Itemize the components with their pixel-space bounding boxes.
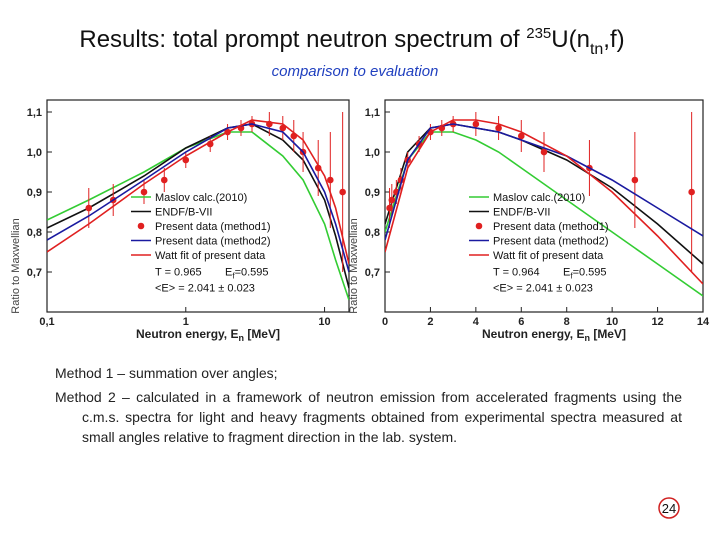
x-tick-label: 2 (427, 316, 433, 328)
x-axis-label: Neutron energy, En [MeV] (136, 327, 280, 343)
data-point (279, 124, 287, 132)
y-tick-label: 1,0 (365, 147, 380, 159)
x-tick-label: 12 (651, 316, 663, 328)
legend-label: ENDF/B-VII (493, 207, 550, 219)
y-tick-label: 0,9 (365, 187, 380, 199)
x-tick-label: 14 (697, 316, 710, 328)
x-label-subscript: n (238, 333, 244, 343)
slide-graphics: Results: total prompt neutron spectrum o… (10, 25, 710, 343)
x-tick-label: 10 (606, 316, 618, 328)
curve (385, 119, 703, 285)
legend-label: Watt fit of present data (493, 250, 604, 262)
annotation-text: =0.595 (573, 267, 607, 279)
slide-subtitle: comparison to evaluation (272, 63, 439, 80)
legend-label: Maslov calc.(2010) (493, 192, 585, 204)
data-point (314, 164, 322, 172)
y-axis-label: Ratio to Maxwellian (10, 218, 22, 313)
legend-label: Present data (method2) (493, 236, 609, 248)
data-point (85, 204, 93, 212)
title-subscript: tn (590, 41, 603, 58)
data-point (388, 196, 396, 204)
curve (385, 123, 703, 241)
chart: 0,7 0,8 0,9 1,0 1,1 0 2 4 6 8 10 12 14 Neutron energy… (348, 99, 710, 343)
y-tick-label: 0,7 (27, 267, 42, 279)
annotation: Ef=0.595 (225, 267, 269, 281)
page-number: 24 (662, 501, 676, 516)
legend-label: Present data (method1) (155, 221, 271, 233)
annotation-text: =0.595 (235, 267, 269, 279)
data-point (386, 204, 393, 212)
annotation: <E> = 2.041 ± 0.023 (493, 283, 593, 295)
page-circle (658, 497, 680, 519)
note: Method 2 – calculated in a framework of … (55, 389, 682, 445)
x-tick-label: 4 (473, 316, 480, 328)
x-label-subscript: n (584, 333, 590, 343)
x-axis-label: Neutron energy, En [MeV] (482, 327, 626, 343)
x-tick-label: 6 (518, 316, 524, 328)
annotation-text: E (225, 267, 232, 279)
legend-label: Present data (method2) (155, 236, 271, 248)
y-tick-label: 0,8 (27, 227, 42, 239)
data-point (517, 132, 525, 140)
curve (385, 131, 703, 297)
plot-area (46, 99, 350, 313)
y-tick-label: 1,1 (365, 107, 380, 119)
y-tick-label: 0,7 (365, 267, 380, 279)
x-label-text: Neutron energy, E (136, 327, 238, 341)
annotation-text: E (563, 267, 570, 279)
y-tick-label: 0,8 (365, 227, 380, 239)
x-tick-label: 10 (318, 316, 330, 328)
legend-swatch (137, 222, 145, 230)
annotation-subscript: f (570, 272, 573, 281)
data-point (182, 156, 190, 164)
data-point (140, 188, 148, 196)
data-point (631, 176, 639, 184)
title-text: U(n (551, 26, 590, 53)
legend-label: Maslov calc.(2010) (155, 192, 247, 204)
data-point (495, 124, 502, 132)
x-tick-label: 0,1 (39, 316, 54, 328)
title-text: Results: total prompt neutron spectrum o… (79, 26, 526, 53)
y-tick-label: 1,1 (27, 107, 42, 119)
y-tick-label: 1,0 (27, 147, 42, 159)
x-label-text: [MeV] (590, 327, 626, 341)
x-label-text: Neutron energy, E (482, 327, 584, 341)
slide-title: Results: total prompt neutron spectrum o… (79, 25, 624, 58)
plot-content (385, 112, 703, 297)
title-text: ,f) (603, 26, 624, 53)
x-tick-label: 8 (564, 316, 570, 328)
data-point (339, 188, 346, 196)
legend-label: Present data (method1) (493, 221, 609, 233)
plot-content (47, 112, 349, 301)
curve (47, 123, 349, 273)
data-point (472, 120, 480, 128)
title-superscript: 235 (526, 25, 551, 42)
annotation: Ef=0.595 (563, 267, 607, 281)
x-tick-label: 0 (382, 316, 388, 328)
annotation: <E> = 2.041 ± 0.023 (155, 283, 255, 295)
x-tick-label: 1 (183, 316, 189, 328)
annotation-subscript: f (232, 272, 235, 281)
legend-label: ENDF/B-VII (155, 207, 212, 219)
annotation: T = 0.965 (155, 267, 202, 279)
y-tick-label: 0,9 (27, 187, 42, 199)
data-point (327, 176, 334, 184)
y-axis-label: Ratio to Maxwellian (348, 218, 360, 313)
page-badge: 24 (658, 497, 680, 519)
x-label-text: [MeV] (244, 327, 280, 341)
data-point (160, 176, 168, 184)
data-point (540, 148, 548, 156)
note: Method 1 – summation over angles; (55, 365, 278, 381)
curve (47, 119, 349, 265)
legend-swatch (475, 222, 483, 230)
data-point (688, 188, 695, 196)
chart: 0,7 0,8 0,9 1,0 1,1 0,1 1 10 Neutron energy, En … (10, 99, 350, 343)
legend-label: Watt fit of present data (155, 250, 266, 262)
annotation: T = 0.964 (493, 267, 540, 279)
